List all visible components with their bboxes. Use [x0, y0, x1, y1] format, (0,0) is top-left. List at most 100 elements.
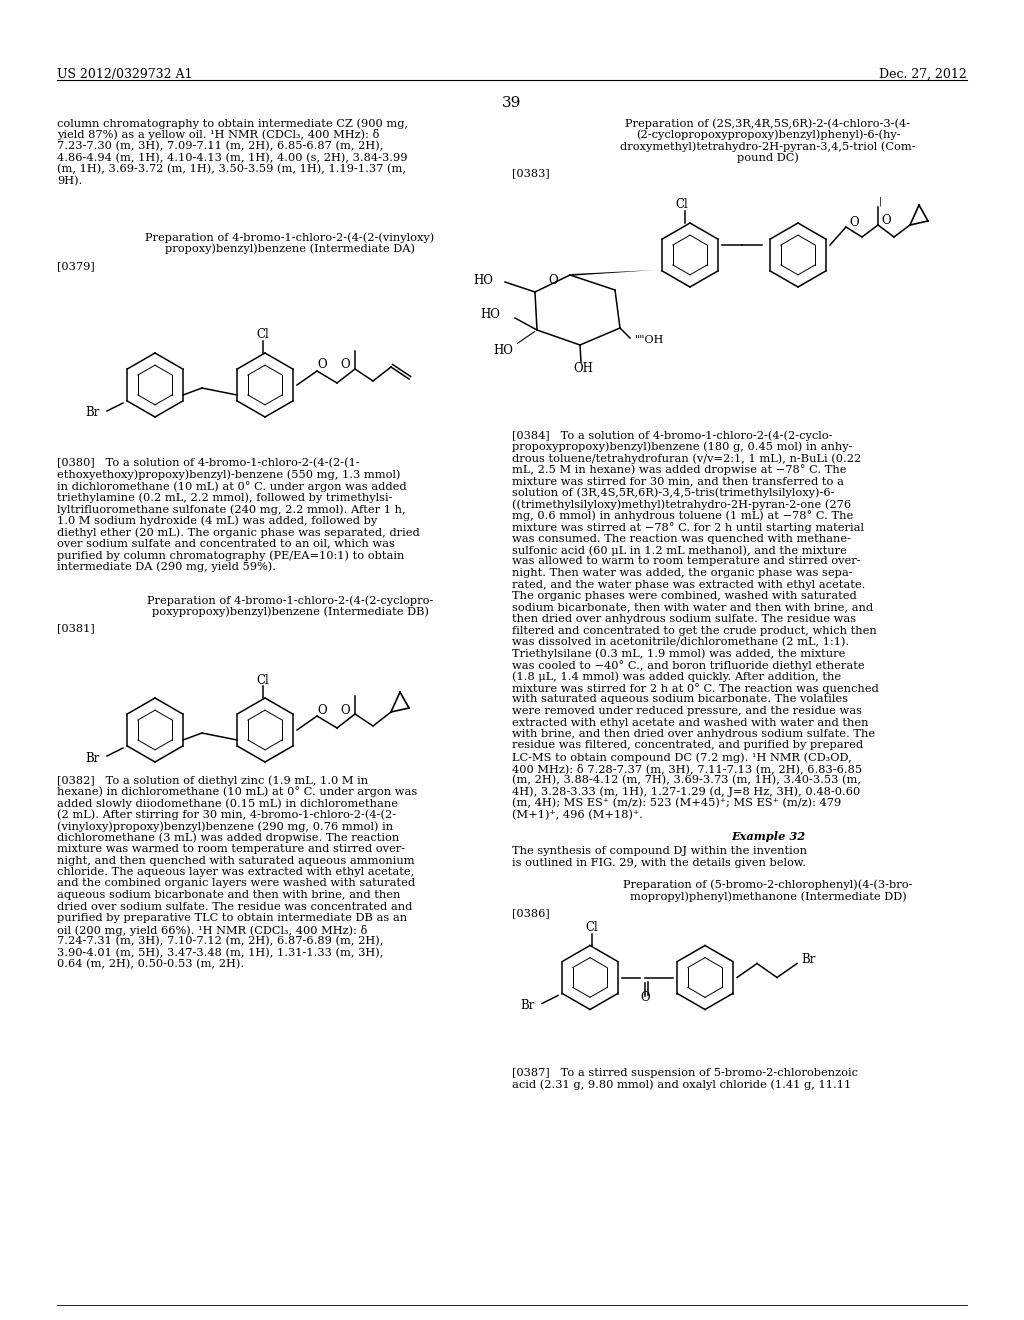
Text: LC-MS to obtain compound DC (7.2 mg). ¹H NMR (CD₃OD,: LC-MS to obtain compound DC (7.2 mg). ¹H… [512, 752, 852, 763]
Text: mixture was stirred at −78° C. for 2 h until starting material: mixture was stirred at −78° C. for 2 h u… [512, 521, 864, 533]
Text: OH: OH [573, 362, 593, 375]
Text: sulfonic acid (60 μL in 1.2 mL methanol), and the mixture: sulfonic acid (60 μL in 1.2 mL methanol)… [512, 545, 847, 556]
Text: were removed under reduced pressure, and the residue was: were removed under reduced pressure, and… [512, 706, 862, 715]
Text: is outlined in FIG. 29, with the details given below.: is outlined in FIG. 29, with the details… [512, 858, 806, 869]
Text: poxypropoxy)benzyl)benzene (Intermediate DB): poxypropoxy)benzyl)benzene (Intermediate… [152, 606, 428, 616]
Text: night. Then water was added, the organic phase was sepa-: night. Then water was added, the organic… [512, 568, 853, 578]
Text: with saturated aqueous sodium bicarbonate. The volatiles: with saturated aqueous sodium bicarbonat… [512, 694, 848, 705]
Text: O: O [849, 216, 859, 230]
Text: Preparation of (5-bromo-2-chlorophenyl)(4-(3-bro-: Preparation of (5-bromo-2-chlorophenyl)(… [624, 879, 912, 890]
Text: 7.24-7.31 (m, 3H), 7.10-7.12 (m, 2H), 6.87-6.89 (m, 2H),: 7.24-7.31 (m, 3H), 7.10-7.12 (m, 2H), 6.… [57, 936, 383, 946]
Text: sodium bicarbonate, then with water and then with brine, and: sodium bicarbonate, then with water and … [512, 602, 873, 612]
Text: 1.0 M sodium hydroxide (4 mL) was added, followed by: 1.0 M sodium hydroxide (4 mL) was added,… [57, 516, 377, 527]
Text: was dissolved in acetonitrile/dichloromethane (2 mL, 1:1).: was dissolved in acetonitrile/dichlorome… [512, 638, 849, 647]
Text: O: O [340, 359, 350, 371]
Text: hexane) in dichloromethane (10 mL) at 0° C. under argon was: hexane) in dichloromethane (10 mL) at 0°… [57, 787, 417, 797]
Text: then dried over anhydrous sodium sulfate. The residue was: then dried over anhydrous sodium sulfate… [512, 614, 856, 624]
Text: droxymethyl)tetrahydro-2H-pyran-3,4,5-triol (Com-: droxymethyl)tetrahydro-2H-pyran-3,4,5-tr… [621, 141, 915, 152]
Text: 4.86-4.94 (m, 1H), 4.10-4.13 (m, 1H), 4.00 (s, 2H), 3.84-3.99: 4.86-4.94 (m, 1H), 4.10-4.13 (m, 1H), 4.… [57, 153, 408, 162]
Text: over sodium sulfate and concentrated to an oil, which was: over sodium sulfate and concentrated to … [57, 539, 395, 549]
Text: Br: Br [801, 953, 815, 966]
Text: [0387]   To a stirred suspension of 5-bromo-2-chlorobenzoic: [0387] To a stirred suspension of 5-brom… [512, 1068, 858, 1077]
Text: Example 32: Example 32 [731, 832, 805, 842]
Text: Cl: Cl [586, 921, 598, 935]
Text: [0381]: [0381] [57, 623, 95, 634]
Text: pound DC): pound DC) [737, 153, 799, 164]
Text: (m, 4H); MS ES⁺ (m/z): 523 (M+45)⁺; MS ES⁺ (m/z): 479: (m, 4H); MS ES⁺ (m/z): 523 (M+45)⁺; MS E… [512, 799, 842, 808]
Text: 4H), 3.28-3.33 (m, 1H), 1.27-1.29 (d, J=8 Hz, 3H), 0.48-0.60: 4H), 3.28-3.33 (m, 1H), 1.27-1.29 (d, J=… [512, 787, 860, 797]
Text: Br: Br [520, 999, 535, 1012]
Text: aqueous sodium bicarbonate and then with brine, and then: aqueous sodium bicarbonate and then with… [57, 890, 400, 900]
Text: [0383]: [0383] [512, 168, 550, 178]
Text: mL, 2.5 M in hexane) was added dropwise at −78° C. The: mL, 2.5 M in hexane) was added dropwise … [512, 465, 847, 475]
Text: ethoxyethoxy)propoxy)benzyl)-benzene (550 mg, 1.3 mmol): ethoxyethoxy)propoxy)benzyl)-benzene (55… [57, 470, 400, 480]
Text: Br: Br [86, 751, 100, 764]
Text: night, and then quenched with saturated aqueous ammonium: night, and then quenched with saturated … [57, 855, 415, 866]
Text: Br: Br [86, 407, 100, 420]
Text: 0.64 (m, 2H), 0.50-0.53 (m, 2H).: 0.64 (m, 2H), 0.50-0.53 (m, 2H). [57, 960, 244, 969]
Text: in dichloromethane (10 mL) at 0° C. under argon was added: in dichloromethane (10 mL) at 0° C. unde… [57, 480, 407, 492]
Text: Cl: Cl [257, 329, 269, 342]
Text: residue was filtered, concentrated, and purified by prepared: residue was filtered, concentrated, and … [512, 741, 863, 751]
Text: purified by preparative TLC to obtain intermediate DB as an: purified by preparative TLC to obtain in… [57, 913, 408, 923]
Text: acid (2.31 g, 9.80 mmol) and oxalyl chloride (1.41 g, 11.11: acid (2.31 g, 9.80 mmol) and oxalyl chlo… [512, 1078, 851, 1089]
Text: mopropyl)phenyl)methanone (Intermediate DD): mopropyl)phenyl)methanone (Intermediate … [630, 891, 906, 902]
Text: purified by column chromatography (PE/EA=10:1) to obtain: purified by column chromatography (PE/EA… [57, 550, 404, 561]
Text: O: O [317, 359, 327, 371]
Text: Preparation of 4-bromo-1-chloro-2-(4-(2-(vinyloxy): Preparation of 4-bromo-1-chloro-2-(4-(2-… [145, 232, 434, 243]
Text: Preparation of (2S,3R,4R,5S,6R)-2-(4-chloro-3-(4-: Preparation of (2S,3R,4R,5S,6R)-2-(4-chl… [626, 117, 910, 128]
Text: [0384]   To a solution of 4-bromo-1-chloro-2-(4-(2-cyclo-: [0384] To a solution of 4-bromo-1-chloro… [512, 430, 833, 441]
Text: US 2012/0329732 A1: US 2012/0329732 A1 [57, 69, 193, 81]
Text: and the combined organic layers were washed with saturated: and the combined organic layers were was… [57, 879, 415, 888]
Text: [0379]: [0379] [57, 261, 95, 271]
Text: (1.8 μL, 1.4 mmol) was added quickly. After addition, the: (1.8 μL, 1.4 mmol) was added quickly. Af… [512, 672, 841, 682]
Text: (2-cyclopropoxypropoxy)benzyl)phenyl)-6-(hy-: (2-cyclopropoxypropoxy)benzyl)phenyl)-6-… [636, 129, 900, 140]
Text: O: O [882, 214, 891, 227]
Text: (vinyloxy)propoxy)benzyl)benzene (290 mg, 0.76 mmol) in: (vinyloxy)propoxy)benzyl)benzene (290 mg… [57, 821, 393, 832]
Text: ((trimethylsilyloxy)methyl)tetrahydro-2H-pyran-2-one (276: ((trimethylsilyloxy)methyl)tetrahydro-2H… [512, 499, 851, 510]
Text: diethyl ether (20 mL). The organic phase was separated, dried: diethyl ether (20 mL). The organic phase… [57, 527, 420, 537]
Text: HO: HO [473, 273, 493, 286]
Text: dichloromethane (3 mL) was added dropwise. The reaction: dichloromethane (3 mL) was added dropwis… [57, 833, 399, 843]
Text: solution of (3R,4S,5R,6R)-3,4,5-tris(trimethylsilyloxy)-6-: solution of (3R,4S,5R,6R)-3,4,5-tris(tri… [512, 487, 835, 498]
Text: was allowed to warm to room temperature and stirred over-: was allowed to warm to room temperature … [512, 557, 860, 566]
Text: column chromatography to obtain intermediate CZ (900 mg,: column chromatography to obtain intermed… [57, 117, 409, 128]
Text: propoxy)benzyl)benzene (Intermediate DA): propoxy)benzyl)benzene (Intermediate DA) [165, 243, 415, 253]
Text: yield 87%) as a yellow oil. ¹H NMR (CDCl₃, 400 MHz): δ: yield 87%) as a yellow oil. ¹H NMR (CDCl… [57, 129, 379, 140]
Text: Cl: Cl [257, 673, 269, 686]
Text: ""OH: ""OH [635, 335, 665, 345]
Text: dried over sodium sulfate. The residue was concentrated and: dried over sodium sulfate. The residue w… [57, 902, 413, 912]
Text: (M+1)⁺, 496 (M+18)⁺.: (M+1)⁺, 496 (M+18)⁺. [512, 809, 643, 820]
Text: (2 mL). After stirring for 30 min, 4-bromo-1-chloro-2-(4-(2-: (2 mL). After stirring for 30 min, 4-bro… [57, 809, 396, 820]
Text: [0382]   To a solution of diethyl zinc (1.9 mL, 1.0 M in: [0382] To a solution of diethyl zinc (1.… [57, 775, 368, 785]
Text: with brine, and then dried over anhydrous sodium sulfate. The: with brine, and then dried over anhydrou… [512, 729, 876, 739]
Text: The organic phases were combined, washed with saturated: The organic phases were combined, washed… [512, 591, 857, 601]
Text: mixture was warmed to room temperature and stirred over-: mixture was warmed to room temperature a… [57, 843, 406, 854]
Text: [0386]: [0386] [512, 908, 550, 919]
Text: Preparation of 4-bromo-1-chloro-2-(4-(2-cyclopro-: Preparation of 4-bromo-1-chloro-2-(4-(2-… [146, 595, 433, 606]
Text: chloride. The aqueous layer was extracted with ethyl acetate,: chloride. The aqueous layer was extracte… [57, 867, 415, 876]
Text: O: O [340, 704, 350, 717]
Text: added slowly diiodomethane (0.15 mL) in dichloromethane: added slowly diiodomethane (0.15 mL) in … [57, 799, 398, 809]
Text: O: O [548, 273, 558, 286]
Text: (m, 2H), 3.88-4.12 (m, 7H), 3.69-3.73 (m, 1H), 3.40-3.53 (m,: (m, 2H), 3.88-4.12 (m, 7H), 3.69-3.73 (m… [512, 775, 861, 785]
Text: triethylamine (0.2 mL, 2.2 mmol), followed by trimethylsi-: triethylamine (0.2 mL, 2.2 mmol), follow… [57, 492, 392, 503]
Text: (m, 1H), 3.69-3.72 (m, 1H), 3.50-3.59 (m, 1H), 1.19-1.37 (m,: (m, 1H), 3.69-3.72 (m, 1H), 3.50-3.59 (m… [57, 164, 406, 174]
Text: |: | [879, 197, 882, 206]
Text: Dec. 27, 2012: Dec. 27, 2012 [880, 69, 967, 81]
Text: mg, 0.6 mmol) in anhydrous toluene (1 mL) at −78° C. The: mg, 0.6 mmol) in anhydrous toluene (1 mL… [512, 511, 853, 521]
Text: HO: HO [494, 343, 513, 356]
Text: rated, and the water phase was extracted with ethyl acetate.: rated, and the water phase was extracted… [512, 579, 865, 590]
Text: The synthesis of compound DJ within the invention: The synthesis of compound DJ within the … [512, 846, 807, 857]
Text: was cooled to −40° C., and boron trifluoride diethyl etherate: was cooled to −40° C., and boron trifluo… [512, 660, 864, 671]
Text: O: O [640, 991, 650, 1005]
Text: 3.90-4.01 (m, 5H), 3.47-3.48 (m, 1H), 1.31-1.33 (m, 3H),: 3.90-4.01 (m, 5H), 3.47-3.48 (m, 1H), 1.… [57, 948, 383, 958]
Text: Cl: Cl [676, 198, 688, 211]
Text: 9H).: 9H). [57, 176, 82, 186]
Text: mixture was stirred for 2 h at 0° C. The reaction was quenched: mixture was stirred for 2 h at 0° C. The… [512, 682, 879, 694]
Polygon shape [568, 271, 655, 276]
Text: [0380]   To a solution of 4-bromo-1-chloro-2-(4-(2-(1-: [0380] To a solution of 4-bromo-1-chloro… [57, 458, 359, 469]
Text: oil (200 mg, yield 66%). ¹H NMR (CDCl₃, 400 MHz): δ: oil (200 mg, yield 66%). ¹H NMR (CDCl₃, … [57, 924, 368, 936]
Text: Triethylsilane (0.3 mL, 1.9 mmol) was added, the mixture: Triethylsilane (0.3 mL, 1.9 mmol) was ad… [512, 648, 846, 659]
Text: 39: 39 [503, 96, 521, 110]
